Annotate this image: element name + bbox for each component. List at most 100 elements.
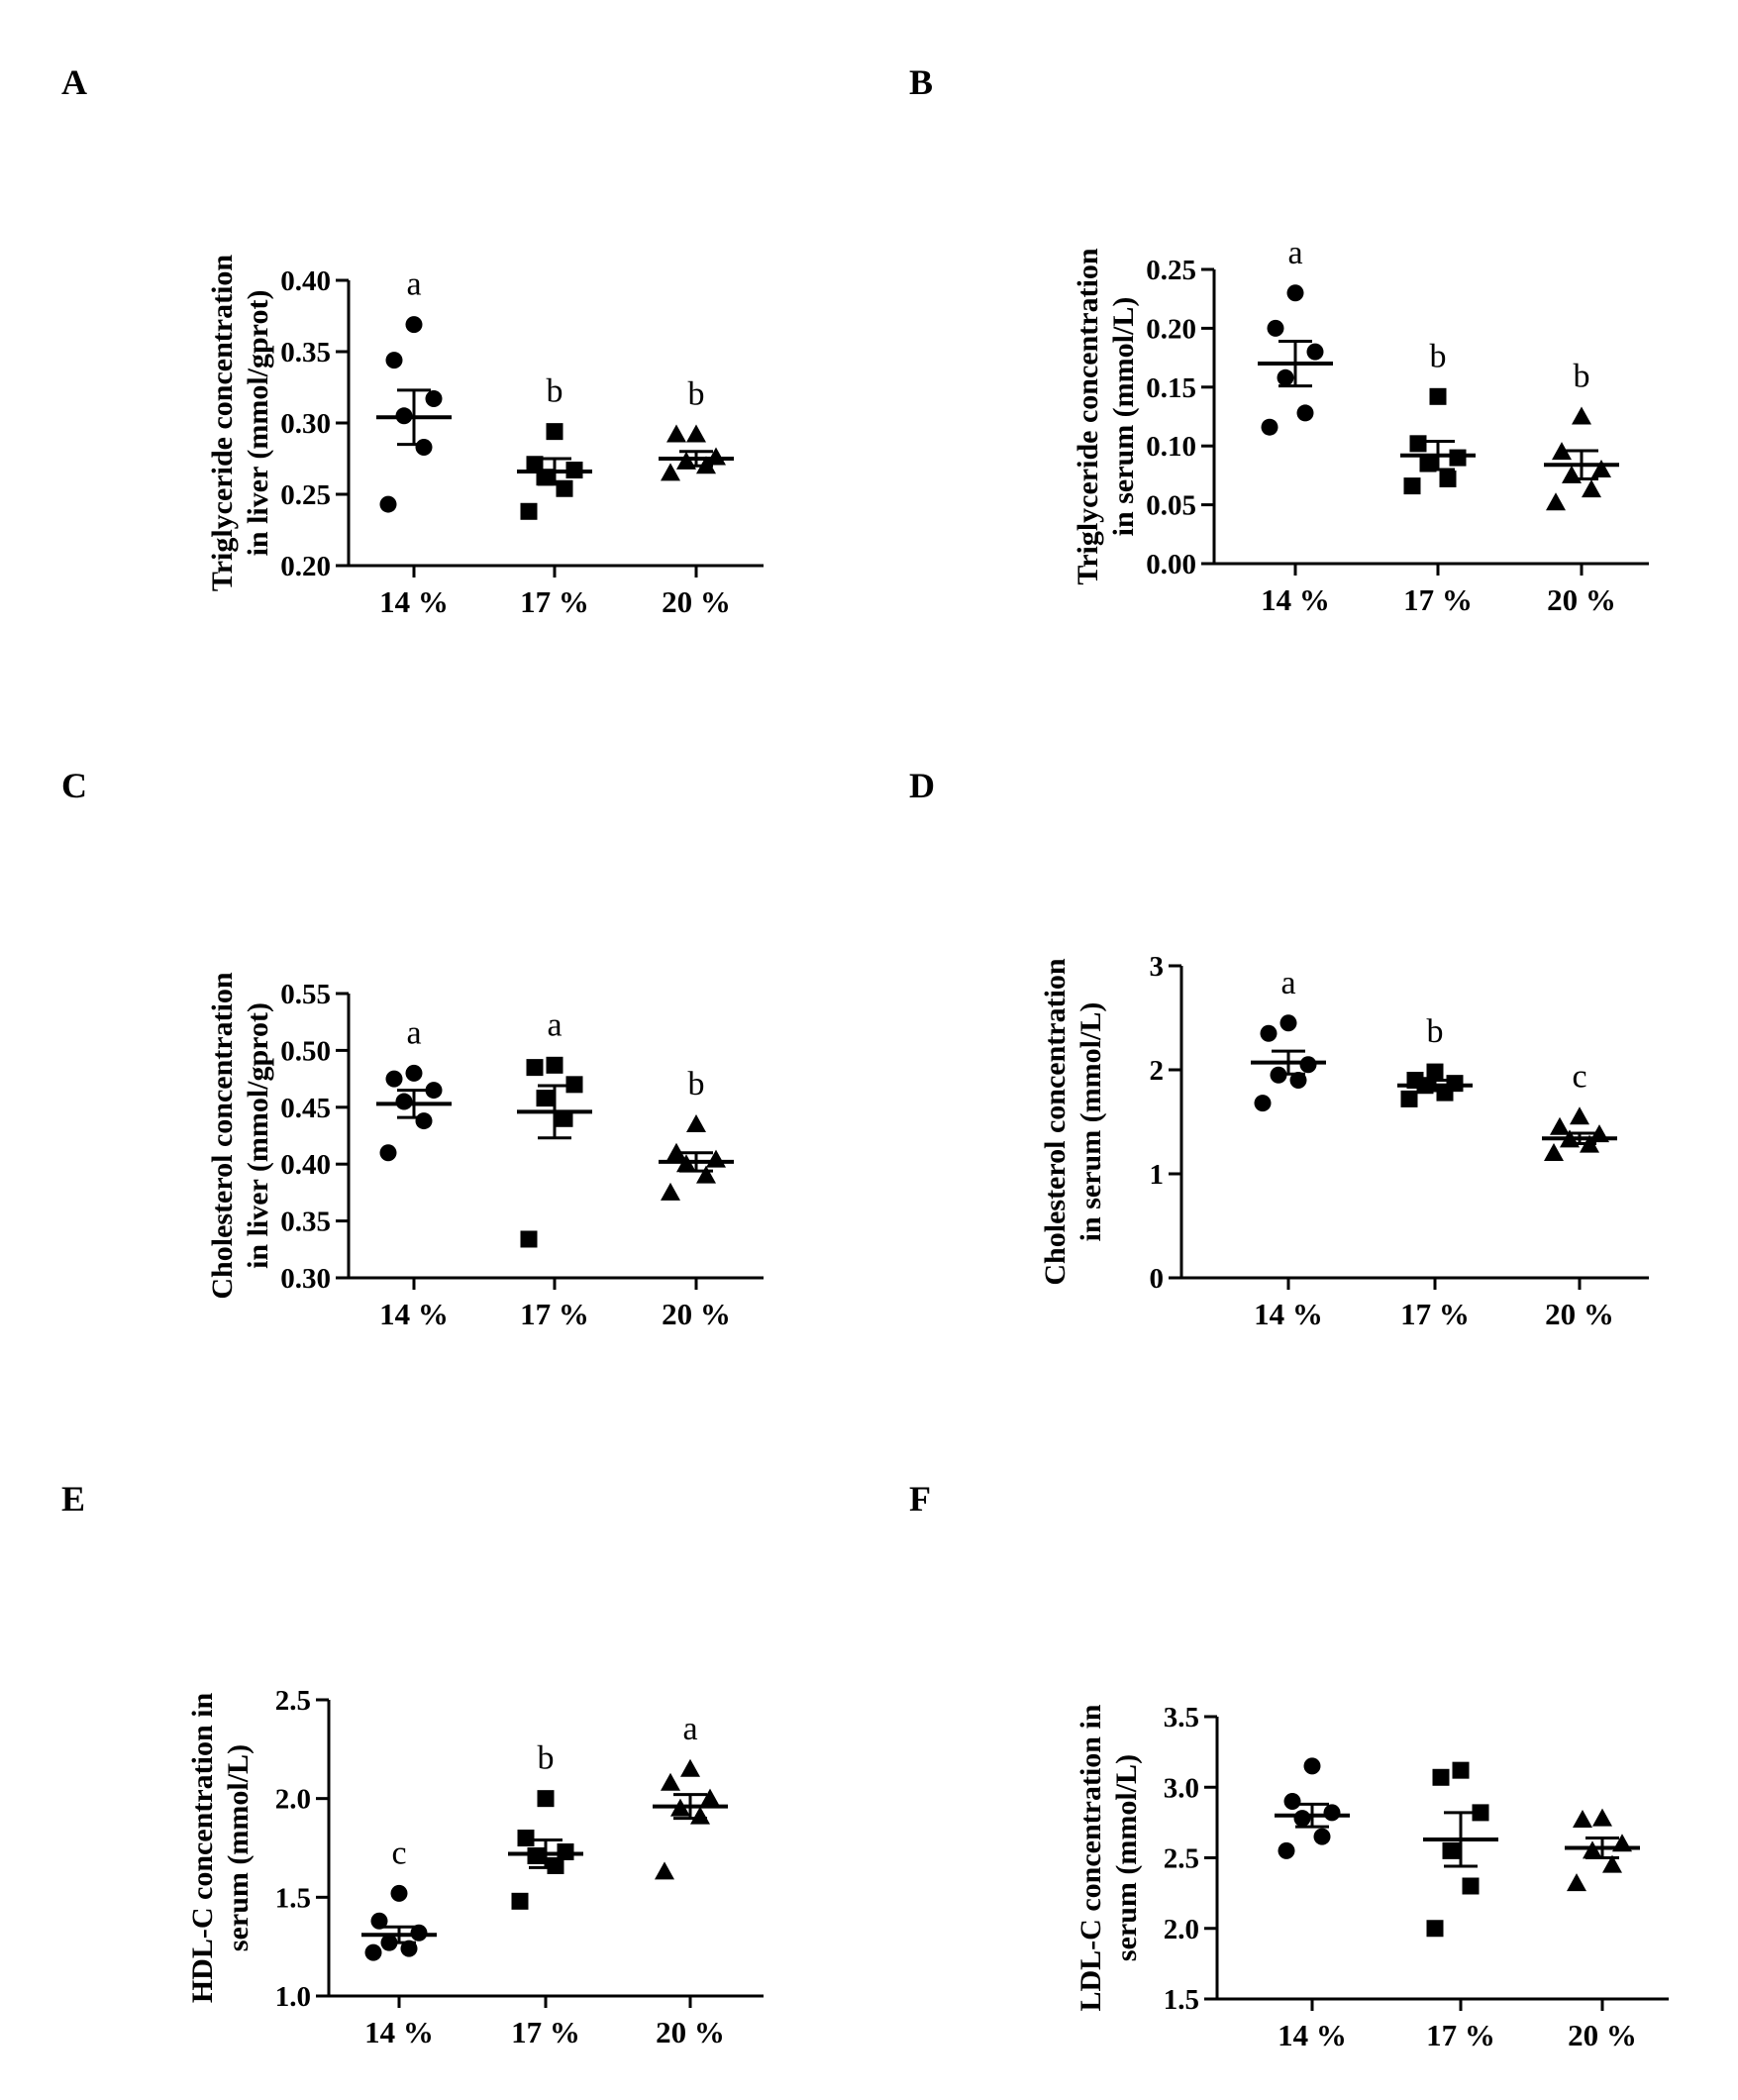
x-tick-label: 17 % [520,1297,589,1331]
data-point [1426,1920,1444,1938]
data-point [385,352,403,369]
y-tick-label: 2.5 [1164,1843,1199,1875]
y-axis-title: HDL-C concentration in serum (mmol/L) [186,1693,255,2004]
data-point [1546,492,1566,511]
data-point [400,1940,418,1957]
data-point [1306,343,1324,361]
significance-letter: c [391,1835,406,1871]
data-point [1572,406,1591,425]
significance-letter: b [688,376,705,413]
y-tick-label: 1.5 [275,1882,311,1914]
significance-letter: b [1574,359,1590,395]
data-point [1286,284,1304,302]
y-tick-label: 0.40 [280,265,331,297]
data-point [1573,1810,1592,1829]
y-tick-label: 0.25 [280,479,331,511]
significance-letter: a [406,1014,421,1051]
data-point [1462,1877,1480,1895]
x-tick-label: 14 % [379,584,449,619]
y-tick-label: 0.35 [280,337,331,368]
y-axis-title: Triglyceride concentration in liver (mmol… [206,255,274,591]
y-tick-label: 0.35 [280,1207,331,1238]
panel-letter: D [909,766,935,805]
panel-f: F 1.5 2.0 2.5 3.0 3.5 14 % 17 % 20 % LDL-C concen… [909,1479,1669,2052]
data-point [1303,1757,1321,1775]
y-tick-label: 2.0 [275,1784,311,1816]
data-point [1278,1841,1295,1859]
significance-letter: b [1430,338,1447,374]
x-tick-label: 20 % [1568,2018,1637,2052]
data-point [1400,1090,1418,1107]
data-point [696,1165,716,1184]
data-point [1426,1063,1444,1081]
significance-letter: b [538,1740,555,1777]
data-point [390,1884,408,1902]
data-point [379,495,397,513]
significance-letter: c [1572,1058,1586,1095]
data-point [1403,477,1421,495]
data-point [661,1182,680,1201]
data-point [1409,435,1427,453]
data-point [565,1076,583,1094]
y-axis-title: Cholesterol concentration in serum (mmol/… [1039,958,1107,1286]
data-point [1432,1768,1450,1786]
x-tick-label: 20 % [656,2015,725,2049]
data-point [425,1082,443,1100]
y-tick-label: 3.0 [1164,1772,1199,1804]
data-point [415,438,433,456]
significance-letter: a [406,266,421,303]
y-tick-label: 0 [1150,1263,1165,1295]
data-point [686,424,706,443]
data-point [379,1144,397,1162]
x-tick-label: 14 % [364,2015,434,2049]
x-tick-label: 14 % [379,1297,449,1331]
significance-letter: b [547,373,563,410]
y-tick-label: 1 [1150,1159,1165,1191]
x-tick-label: 17 % [1403,582,1473,617]
data-point [1293,1810,1311,1828]
panel-d: D 0 1 2 3 14 % 17 % 20 % Cholesterol concentrati… [909,766,1649,1331]
y-tick-label: 0.30 [280,408,331,440]
data-point [1472,1804,1489,1822]
y-tick-label: 2.5 [275,1685,311,1717]
data-point [1419,455,1437,472]
data-point [395,1093,413,1110]
significance-letter: b [1427,1013,1444,1050]
data-point [680,1758,700,1777]
y-axis-title: LDL-C concentration in serum (mmol/L) [1074,1704,1143,2011]
data-point [1261,418,1278,436]
data-point [1602,1854,1622,1873]
significance-letter: a [1287,235,1302,271]
data-point [1439,470,1457,487]
data-point [690,1806,710,1825]
x-tick-label: 20 % [1547,582,1616,617]
y-tick-label: 0.25 [1146,255,1196,286]
data-point [655,1861,674,1880]
data-point [686,1114,706,1133]
panel-e: E 1.0 1.5 2.0 2.5 14 % 17 % 20 % HDL-C concentra… [61,1479,764,2049]
data-point [1570,1106,1589,1125]
data-point [556,479,573,497]
x-tick-label: 20 % [662,1297,731,1331]
y-tick-label: 0.20 [1146,313,1196,345]
data-point [1582,479,1601,498]
y-tick-label: 0.05 [1146,490,1196,522]
data-point [370,1912,388,1930]
data-point [666,1142,686,1161]
data-point [1567,1873,1586,1892]
data-point [1452,1761,1470,1779]
data-point [1436,1084,1454,1102]
data-point [706,447,726,466]
y-tick-label: 0.10 [1146,431,1196,463]
y-axis-title: Triglyceride concentration in serum (mmol… [1072,248,1140,584]
x-tick-label: 14 % [1254,1297,1323,1331]
data-point [661,463,680,481]
data-point [546,423,563,441]
x-tick-label: 14 % [1261,582,1330,617]
x-tick-label: 14 % [1278,2018,1347,2052]
data-point [425,390,443,408]
data-point [526,1059,544,1077]
panel-letter: F [909,1479,931,1519]
panel-c: C 0.30 0.35 0.40 0.45 0.50 0.55 14 % 17 % 20 % Cho… [61,766,764,1331]
